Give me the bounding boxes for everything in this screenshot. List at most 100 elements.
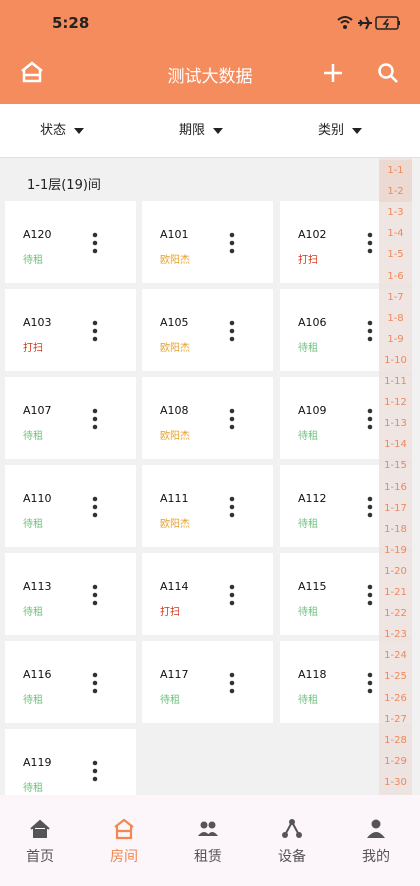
status-time: 5:28 [52,14,90,32]
home-button[interactable] [20,61,44,83]
room-card[interactable]: A116 待租 [5,641,136,723]
nav-item[interactable]: 租赁 [166,795,250,886]
dropdown-arrow [352,127,362,134]
top-bar: 5:28 测试大数据 [0,0,420,104]
more-menu[interactable] [228,232,236,254]
room-status: 待租 [23,431,43,442]
floor-index-item[interactable]: 1-23 [384,629,407,641]
more-menu[interactable] [366,232,374,254]
more-menu[interactable] [228,496,236,518]
more-menu[interactable] [91,408,99,430]
floor-index-item[interactable]: 1-15 [384,460,407,472]
floor-index-item[interactable]: 1-11 [384,376,407,387]
more-menu[interactable] [91,320,99,342]
more-menu[interactable] [91,496,99,518]
floor-index-item[interactable]: 1-12 [384,397,407,409]
floor-index-item[interactable]: 1-24 [384,650,407,662]
header-title: 测试大数据 [167,67,253,87]
floor-index-item[interactable]: 1-7 [387,291,404,303]
room-status: 待租 [298,431,318,442]
floor-index-item[interactable]: 1-4 [387,228,404,240]
room-status: 欧阳杰 [160,519,190,530]
nav-icon [282,819,302,838]
room-card[interactable]: A107 待租 [5,377,136,459]
room-card[interactable]: A108 欧阳杰 [142,377,273,459]
section-title: 1-1层(19)间 [27,178,101,193]
room-status: 欧阳杰 [160,343,190,354]
nav-item[interactable]: 设备 [250,795,334,886]
room-card[interactable]: A111 欧阳杰 [142,465,273,547]
floor-index-item[interactable]: 1-20 [384,565,407,577]
floor-index-item[interactable]: 1-25 [384,671,407,683]
room-card[interactable]: A117 待租 [142,641,273,723]
room-status: 待租 [23,519,43,530]
room-name: A108 [160,404,189,417]
more-menu[interactable] [366,320,374,342]
room-card[interactable]: A101 欧阳杰 [142,201,273,283]
search-button[interactable] [377,62,399,84]
room-status: 打扫 [23,343,43,354]
more-menu[interactable] [366,408,374,430]
more-menu[interactable] [228,320,236,342]
room-status: 待租 [298,695,318,706]
room-status: 待租 [298,519,318,530]
floor-index-item[interactable]: 1-9 [387,333,404,345]
room-card[interactable]: A105 欧阳杰 [142,289,273,371]
nav-label: 首页 [26,849,54,865]
floor-index-item[interactable]: 1-17 [384,502,407,514]
room-name: A117 [160,668,189,681]
room-card[interactable]: A119 待租 [5,729,136,795]
floor-index-item[interactable]: 1-6 [387,270,404,282]
filter-dropdown[interactable]: 类别 [270,104,410,157]
room-card[interactable]: A114 打扫 [142,553,273,635]
more-menu[interactable] [228,408,236,430]
more-menu[interactable] [228,584,236,606]
room-status: 打扫 [160,607,180,618]
bottom-nav: 首页 房间 租赁 设备 我的 [0,795,420,886]
more-menu[interactable] [91,232,99,254]
filter-dropdown[interactable]: 状态 [0,104,132,157]
floor-index-item[interactable]: 1-18 [384,523,407,535]
nav-item[interactable]: 首页 [0,795,82,886]
nav-item[interactable]: 我的 [334,795,418,886]
room-status: 打扫 [298,255,318,266]
more-menu[interactable] [91,672,99,694]
room-card[interactable]: A103 打扫 [5,289,136,371]
more-menu[interactable] [228,672,236,694]
more-menu[interactable] [366,672,374,694]
floor-index-item[interactable]: 1-29 [384,755,407,767]
more-menu[interactable] [91,584,99,606]
more-menu[interactable] [91,760,99,782]
room-name: A110 [23,492,52,505]
room-name: A101 [160,228,189,241]
add-button[interactable] [323,63,343,83]
room-card[interactable]: A113 待租 [5,553,136,635]
floor-index-item[interactable]: 1-21 [384,587,407,598]
room-name: A113 [23,580,52,593]
nav-item[interactable]: 房间 [82,795,166,886]
floor-index-item[interactable]: 1-13 [384,418,407,430]
room-card[interactable]: A120 待租 [5,201,136,283]
nav-label: 房间 [110,849,138,865]
room-status: 待租 [23,255,43,266]
floor-index-item[interactable]: 1-28 [384,734,407,746]
more-menu[interactable] [366,496,374,518]
floor-index-item[interactable]: 1-16 [384,481,407,493]
floor-index-item[interactable]: 1-5 [387,249,404,261]
floor-index-item[interactable]: 1-14 [384,439,407,451]
room-status: 欧阳杰 [160,255,190,266]
room-status: 待租 [23,695,43,706]
room-card[interactable]: A110 待租 [5,465,136,547]
more-menu[interactable] [366,584,374,606]
floor-index-item[interactable]: 1-26 [384,692,407,704]
filter-dropdown[interactable]: 期限 [131,104,271,157]
floor-index-item[interactable]: 1-2 [379,181,412,203]
floor-index-item[interactable]: 1-19 [384,544,407,556]
floor-index-item[interactable]: 1-30 [384,776,407,788]
floor-index-item[interactable]: 1-22 [384,608,407,620]
floor-index-item[interactable]: 1-8 [387,312,404,324]
floor-index-item[interactable]: 1-10 [384,354,407,366]
floor-index-item[interactable]: 1-1 [379,160,412,181]
floor-index-item[interactable]: 1-3 [387,207,404,219]
floor-index-item[interactable]: 1-27 [384,713,407,725]
